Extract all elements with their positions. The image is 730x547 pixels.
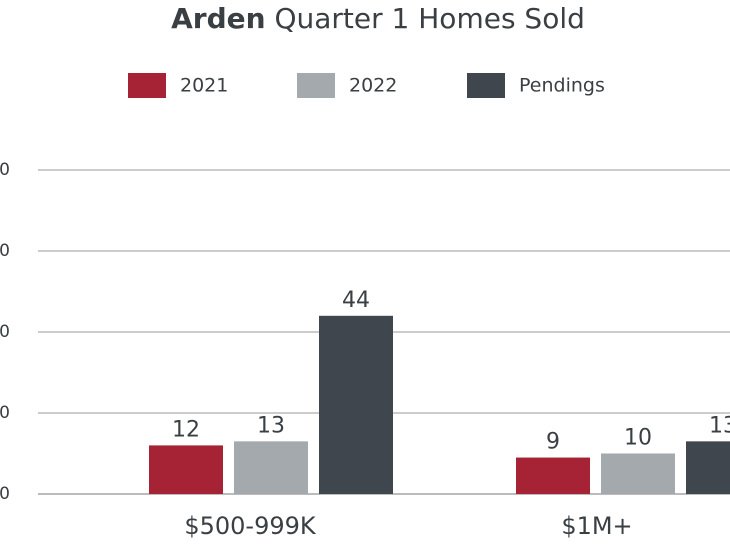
value-label: 13 bbox=[709, 413, 730, 438]
x-tick-label: $500-999K bbox=[184, 512, 317, 540]
bar bbox=[149, 445, 223, 494]
bar bbox=[686, 441, 730, 494]
legend-label: Pendings bbox=[519, 75, 605, 97]
chart-title: Arden Quarter 1 Homes Sold bbox=[171, 2, 585, 35]
value-label: 44 bbox=[342, 288, 370, 313]
bar bbox=[234, 441, 308, 494]
value-label: 12 bbox=[172, 417, 200, 442]
bar bbox=[319, 315, 393, 494]
value-label: 10 bbox=[624, 426, 652, 451]
bar bbox=[601, 453, 675, 494]
title-bold: Arden bbox=[171, 2, 265, 35]
bar bbox=[516, 457, 590, 494]
legend-label: 2021 bbox=[180, 75, 228, 97]
value-label: 9 bbox=[546, 430, 560, 455]
y-tick-label: 80 bbox=[0, 160, 10, 180]
y-tick-label: 20 bbox=[0, 403, 10, 423]
legend-swatch bbox=[467, 73, 505, 98]
legend-label: 2022 bbox=[349, 75, 397, 97]
y-tick-label: 60 bbox=[0, 241, 10, 261]
y-tick-label: 0 bbox=[0, 484, 10, 504]
legend-swatch bbox=[128, 73, 166, 98]
y-tick-label: 40 bbox=[0, 322, 10, 342]
value-label: 13 bbox=[257, 413, 285, 438]
x-tick-label: $1M+ bbox=[561, 512, 632, 540]
legend-swatch bbox=[297, 73, 335, 98]
title-rest: Quarter 1 Homes Sold bbox=[274, 2, 584, 35]
